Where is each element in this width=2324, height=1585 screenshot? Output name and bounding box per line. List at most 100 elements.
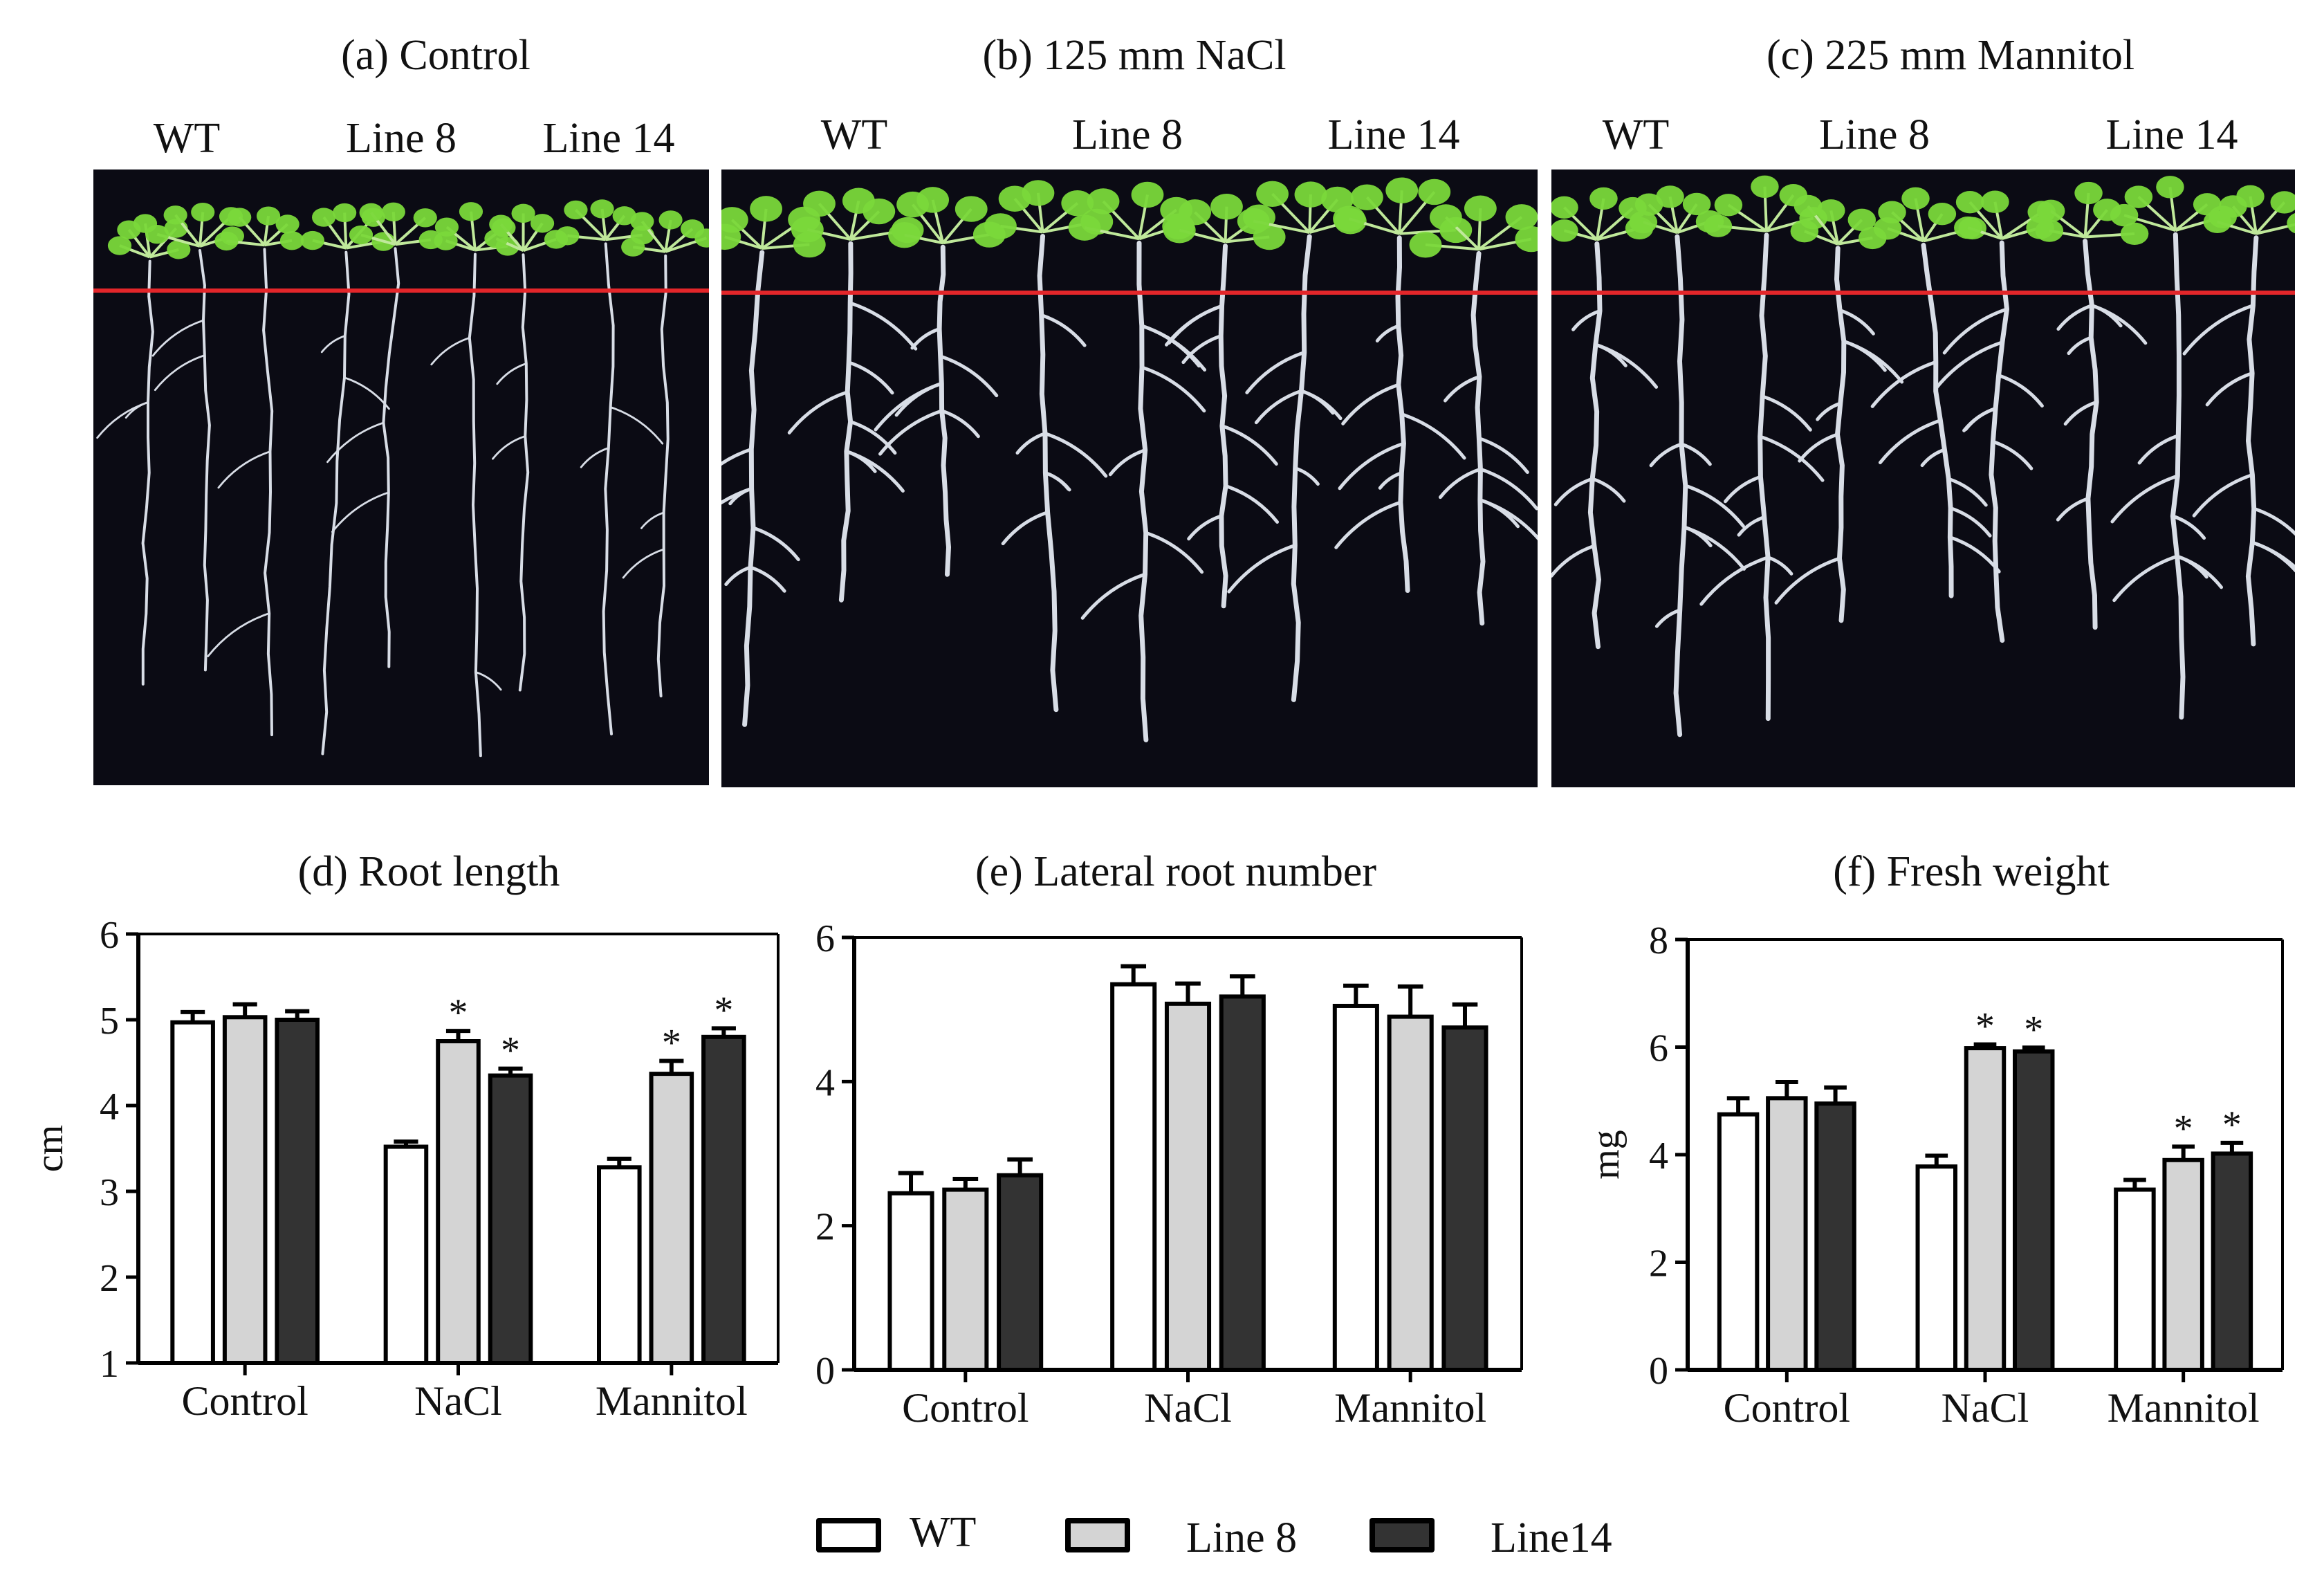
leaf <box>984 213 1017 239</box>
photo-panel-nacl <box>721 170 1538 787</box>
lateral-root <box>721 486 754 505</box>
lateral-root <box>748 565 786 593</box>
chart-lateral-root-number: (e) Lateral root number 0 2 4 6 Control NaCl Ma… <box>788 844 1549 1453</box>
lateral-root <box>474 671 502 691</box>
leaf <box>167 240 191 259</box>
seedling <box>207 206 304 737</box>
lateral-root <box>1590 477 1626 503</box>
bar <box>2211 1151 2253 1372</box>
primary-root <box>262 248 274 737</box>
leaf <box>413 208 437 228</box>
lateral-root <box>326 421 385 464</box>
bar <box>1915 1164 1957 1372</box>
leaf <box>612 206 636 226</box>
leaf <box>228 208 252 227</box>
y-tick-label: 6 <box>1649 1027 1668 1070</box>
lateral-root <box>1737 515 1767 537</box>
lateral-root <box>939 354 999 398</box>
lateral-root <box>1400 412 1466 460</box>
lateral-root <box>1375 324 1401 343</box>
leaf <box>275 214 299 234</box>
leaf <box>1793 194 1823 218</box>
lateral-root <box>1946 477 1988 507</box>
lateral-root <box>2192 473 2254 517</box>
lateral-root <box>845 450 905 493</box>
lateral-root <box>1551 544 1596 578</box>
leaf <box>484 229 508 248</box>
lateral-root <box>1933 340 2004 392</box>
lateral-root <box>1140 324 1207 372</box>
leaf <box>1847 208 1876 232</box>
lateral-root <box>124 401 149 419</box>
lateral-root <box>2056 497 2090 522</box>
lateral-root <box>1043 432 1108 478</box>
leaf <box>1068 214 1101 241</box>
bar <box>649 1072 694 1365</box>
leaf <box>381 202 405 221</box>
leaf <box>1210 194 1243 220</box>
lateral-root <box>2175 554 2208 579</box>
x-tick-label: Mannitol <box>596 1378 748 1424</box>
leaf <box>1682 192 1711 216</box>
photo-a-label-line8: Line 8 <box>345 115 457 162</box>
leaf <box>1237 208 1270 235</box>
leaf <box>888 221 921 248</box>
significance-star: * <box>2222 1103 2242 1146</box>
lateral-root <box>1870 360 1938 408</box>
chart-root-length: (d) Root length cm 1 2 3 4 5 6 Control NaCl * * Mann… <box>0 844 788 1453</box>
significance-star: * <box>714 989 733 1032</box>
lateral-root <box>2067 336 2093 356</box>
leaf <box>916 187 949 213</box>
chart-title: (e) Lateral root number <box>975 848 1376 895</box>
leaf <box>803 190 836 217</box>
lateral-root <box>1760 394 1812 432</box>
lateral-root <box>2063 400 2099 426</box>
primary-root <box>141 259 154 686</box>
lateral-root <box>492 435 526 460</box>
leaf <box>863 198 896 225</box>
lateral-root <box>1774 556 1841 605</box>
photo-b-label-wt: WT <box>820 111 888 158</box>
leaf <box>359 203 383 223</box>
y-tick-label: 3 <box>100 1171 119 1214</box>
seedling <box>1409 195 1538 626</box>
lateral-root <box>1080 572 1147 620</box>
lateral-root <box>1679 442 1712 466</box>
leaf <box>621 237 645 257</box>
leaf <box>279 231 304 250</box>
lateral-root <box>2090 304 2148 345</box>
leaf <box>312 208 336 227</box>
lateral-root <box>1478 498 1520 529</box>
leaf <box>2270 191 2295 214</box>
x-tick-label: NaCl <box>1942 1385 2029 1431</box>
lateral-root <box>751 526 800 562</box>
lateral-root <box>1164 304 1224 347</box>
bar <box>942 1187 989 1372</box>
leaf <box>1385 177 1419 203</box>
leaf <box>1751 175 1779 199</box>
lateral-root <box>1798 432 1839 463</box>
leaf <box>530 214 555 233</box>
bar <box>222 1015 268 1365</box>
legend-swatch-wt <box>816 1518 881 1552</box>
leaf <box>1131 181 1164 208</box>
leaf <box>333 203 357 223</box>
lateral-root <box>2056 304 2094 331</box>
significance-star: * <box>662 1022 681 1065</box>
y-axis-label: mg <box>1585 1130 1627 1180</box>
lateral-root <box>1254 389 1303 425</box>
bar <box>1766 1096 1808 1372</box>
lateral-root <box>1140 365 1206 413</box>
chart-title: (d) Root length <box>298 848 560 895</box>
lateral-root <box>2137 434 2180 465</box>
seedling <box>984 180 1114 713</box>
lateral-root <box>1144 531 1204 574</box>
lateral-root <box>1962 406 1998 432</box>
x-tick-label: Control <box>902 1385 1029 1431</box>
leaf <box>1634 193 1663 216</box>
lateral-root <box>2112 554 2179 603</box>
photo-panel-control <box>93 170 709 785</box>
lateral-root <box>1594 342 1627 367</box>
leaf <box>434 231 458 250</box>
photo-b-label-line14: Line 14 <box>1327 111 1460 158</box>
